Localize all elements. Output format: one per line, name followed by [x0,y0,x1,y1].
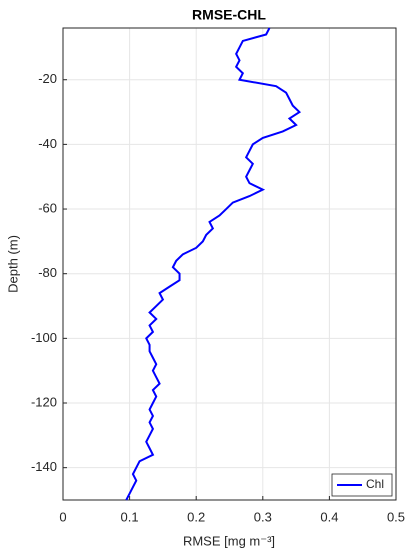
x-axis-label: RMSE [mg m⁻³] [183,533,275,548]
x-tick-label: 0 [59,509,66,524]
y-tick-label: -140 [31,459,57,474]
x-tick-label: 0.5 [387,509,405,524]
y-axis-label: Depth (m) [5,235,20,293]
y-tick-label: -120 [31,394,57,409]
x-tick-label: 0.1 [121,509,139,524]
axes-box [62,27,397,501]
y-tick-label: -20 [38,71,57,86]
y-tick-label: -40 [38,136,57,151]
y-tick-label: -100 [31,330,57,345]
x-tick-label: 0.4 [320,509,338,524]
data-line [125,27,302,501]
y-tick-label: -60 [38,200,57,215]
y-tick-label: -80 [38,265,57,280]
x-tick-label: 0.3 [254,509,272,524]
legend-label: Chl [366,477,384,491]
chart-title: RMSE-CHL [192,7,266,23]
x-tick-label: 0.2 [187,509,205,524]
plot-area [63,28,396,500]
